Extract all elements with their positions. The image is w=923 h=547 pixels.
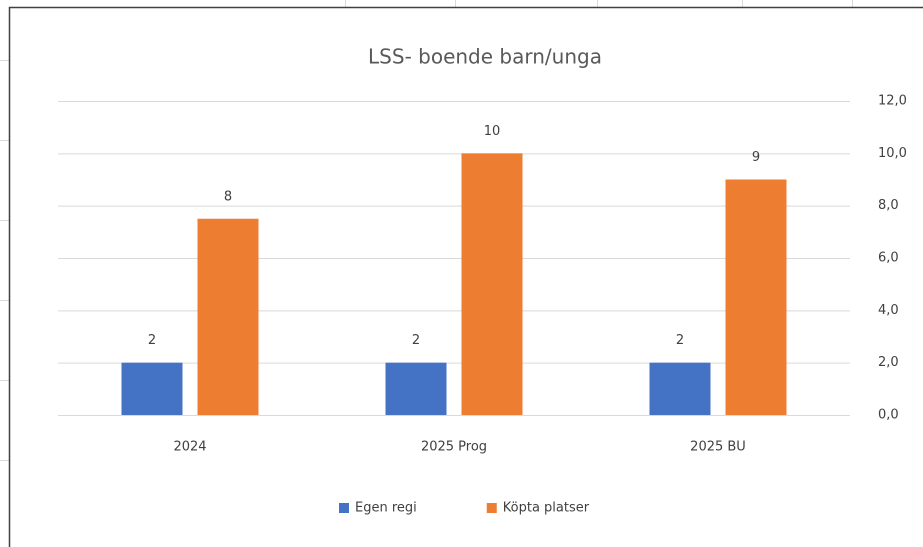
bar	[725, 179, 787, 415]
y-tick-label: 6,0	[878, 251, 899, 266]
x-tick-label: 2025 BU	[690, 440, 746, 455]
x-tick-label: 2025 Prog	[421, 440, 487, 455]
data-label: 2	[412, 333, 420, 348]
data-label: 2	[148, 333, 156, 348]
y-tick-label: 12,0	[878, 94, 907, 109]
y-tick-label: 10,0	[878, 146, 907, 161]
data-label: 8	[224, 189, 232, 204]
legend-label: Egen regi	[355, 501, 417, 516]
legend-swatch	[339, 503, 349, 513]
y-tick-label: 4,0	[878, 303, 899, 318]
x-tick-label: 2024	[173, 440, 206, 455]
legend-label: Köpta platser	[503, 501, 590, 516]
data-label: 10	[484, 124, 501, 139]
y-tick-label: 2,0	[878, 355, 899, 370]
data-label: 9	[752, 150, 760, 165]
y-tick-label: 0,0	[878, 408, 899, 423]
bar	[121, 362, 183, 415]
chart-title: LSS- boende barn/unga	[368, 45, 602, 69]
bar	[649, 362, 711, 415]
legend-swatch	[486, 503, 497, 513]
y-tick-label: 8,0	[878, 198, 899, 213]
data-label: 2	[676, 333, 684, 348]
bar	[385, 362, 447, 415]
sheet-grid	[0, 0, 853, 461]
bar	[197, 218, 259, 415]
bar	[461, 153, 523, 416]
